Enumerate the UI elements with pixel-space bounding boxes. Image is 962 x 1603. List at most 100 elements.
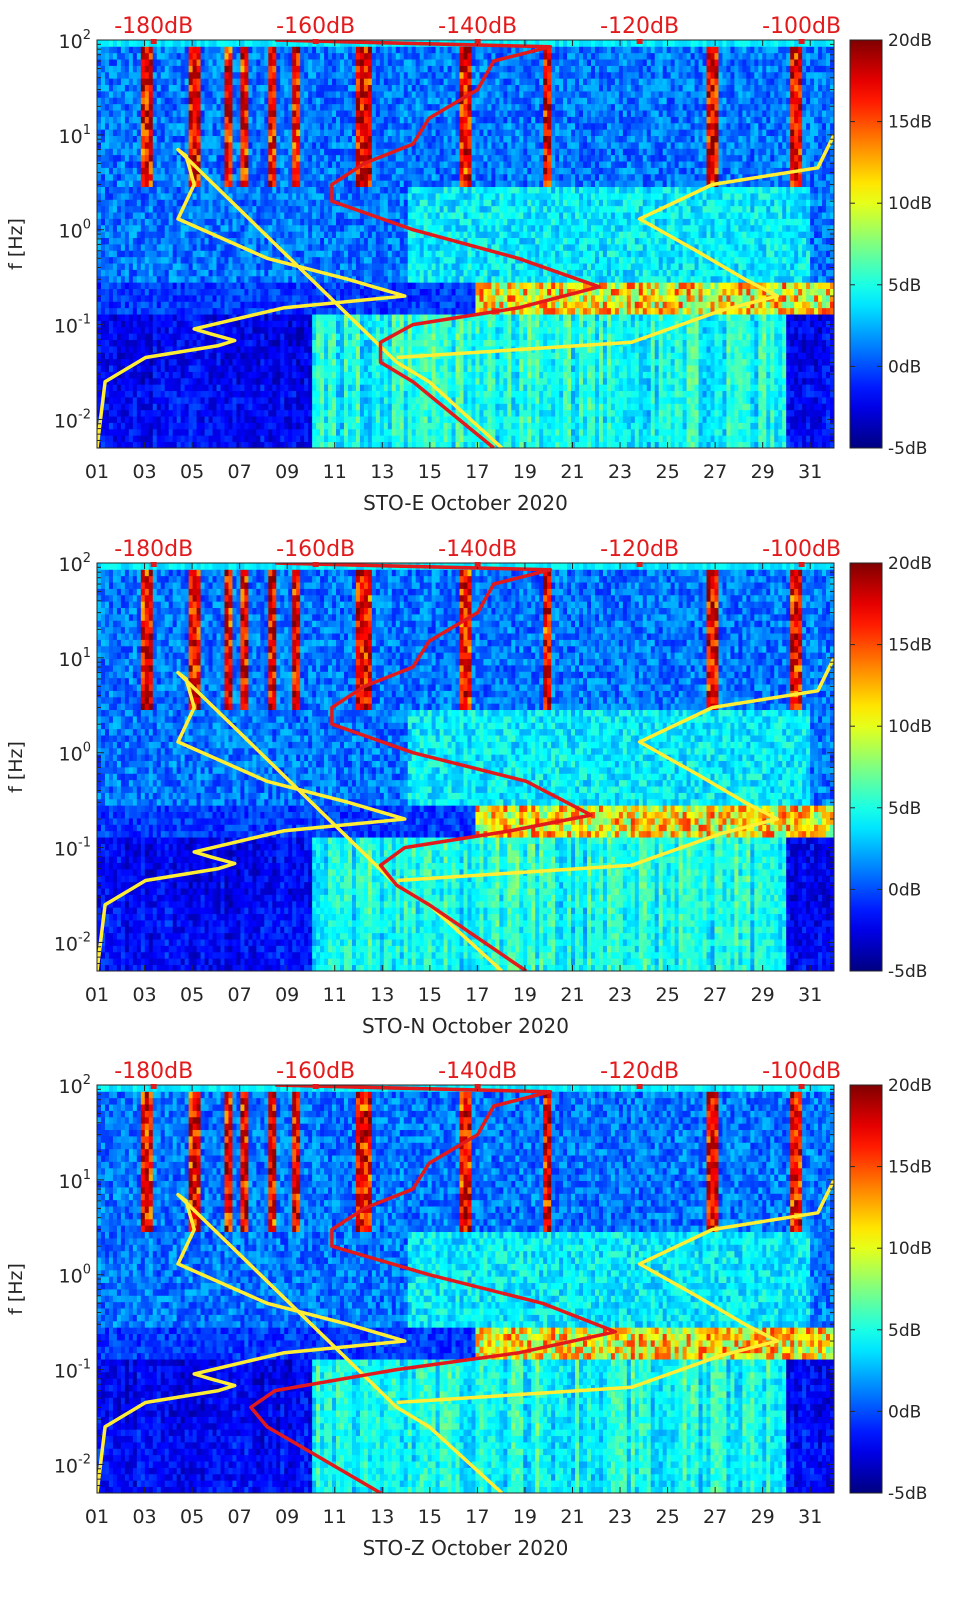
spectrogram-cell [388,397,392,404]
spectrogram-cell [344,270,348,277]
spectrogram-cell [113,168,117,175]
spectrogram-cell [372,372,376,379]
spectrogram-cell [248,129,252,136]
spectrogram-cell [376,263,380,270]
spectrogram-cell [272,346,276,353]
spectrogram-cell [113,136,117,143]
spectrogram-cell [161,403,165,410]
spectrogram-cell [288,148,292,155]
spectrogram-cell [272,352,276,359]
spectrogram-cell [280,110,284,117]
spectrogram-cell [133,250,137,257]
spectrogram-cell [228,219,232,226]
spectrogram-cell [161,340,165,347]
spectrogram-cell [221,110,225,117]
spectrogram-cell [256,257,260,264]
spectrogram-cell [101,168,105,175]
spectrogram-cell [165,397,169,404]
spectrogram-cell [224,66,228,73]
spectrogram-cell [324,372,328,379]
spectrogram-cell [288,161,292,168]
spectrogram-cell [256,391,260,398]
spectrogram-cell [173,416,177,423]
spectrogram-cell [288,327,292,334]
spectrogram-cell [161,155,165,162]
spectrogram-cell [205,53,209,60]
spectrogram-cell [356,410,360,417]
spectrogram-cell [384,244,388,251]
spectrogram-cell [256,148,260,155]
spectrogram-cell [372,314,376,321]
spectrogram-cell [356,104,360,111]
spectrogram-cell [97,301,101,308]
spectrogram-cell [121,250,125,257]
spectrogram-cell [352,59,356,66]
spectrogram-cell [280,97,284,104]
spectrogram-cell [352,416,356,423]
spectrogram-cell [125,123,129,130]
spectrogram-cell [304,429,308,436]
spectrogram-cell [157,212,161,219]
spectrogram-cell [228,180,232,187]
spectrogram-cell [352,352,356,359]
spectrogram-cell [356,180,360,187]
spectrogram-cell [161,250,165,257]
spectrogram-cell [312,416,316,423]
spectrogram-cell [252,97,256,104]
spectrogram-cell [256,378,260,385]
spectrogram-cell [380,301,384,308]
spectrogram-cell [272,250,276,257]
spectrogram-cell [268,403,272,410]
spectrogram-cell [117,46,121,53]
spectrogram-cell [217,72,221,79]
spectrogram-cell [260,110,264,117]
spectrogram-cell [97,282,101,289]
spectrogram-cell [340,53,344,60]
spectrogram-cell [260,359,264,366]
spectrogram-cell [284,333,288,340]
spectrogram-cell [173,40,177,47]
spectrogram-cell [312,110,316,117]
spectrogram-cell [248,442,252,449]
spectrogram-cell [316,442,320,449]
spectrogram-cell [101,148,105,155]
spectrogram-cell [165,53,169,60]
spectrogram-cell [396,212,400,219]
spectrogram-cell [137,66,141,73]
spectrogram-cell [404,359,408,366]
spectrogram-cell [165,129,169,136]
spectrogram-cell [324,321,328,328]
spectrogram-cell [165,97,169,104]
spectrogram-cell [133,423,137,430]
spectrogram-cell [256,117,260,124]
spectrogram-cell [328,314,332,321]
spectrogram-cell [149,372,153,379]
spectrogram-cell [125,148,129,155]
spectrogram-cell [384,301,388,308]
spectrogram-cell [336,346,340,353]
spectrogram-cell [153,148,157,155]
spectrogram-cell [320,365,324,372]
spectrogram-cell [340,403,344,410]
spectrogram-cell [105,340,109,347]
spectrogram-cell [316,53,320,60]
spectrogram-cell [328,340,332,347]
spectrogram-cell [280,410,284,417]
spectrogram-cell [145,263,149,270]
spectrogram-cell [356,66,360,73]
spectrogram-cell [157,91,161,98]
spectrogram-cell [400,168,404,175]
spectrogram-cell [205,250,209,257]
spectrogram-cell [113,219,117,226]
spectrogram-cell [308,257,312,264]
spectrogram-cell [396,187,400,194]
spectrogram-cell [368,391,372,398]
spectrogram-cell [149,384,153,391]
spectrogram-cell [173,168,177,175]
spectrogram-cell [189,314,193,321]
spectrogram-cell [368,72,372,79]
spectrogram-cell [264,142,268,149]
spectrogram-cell [113,148,117,155]
spectrogram-cell [300,321,304,328]
spectrogram-cell [288,442,292,449]
